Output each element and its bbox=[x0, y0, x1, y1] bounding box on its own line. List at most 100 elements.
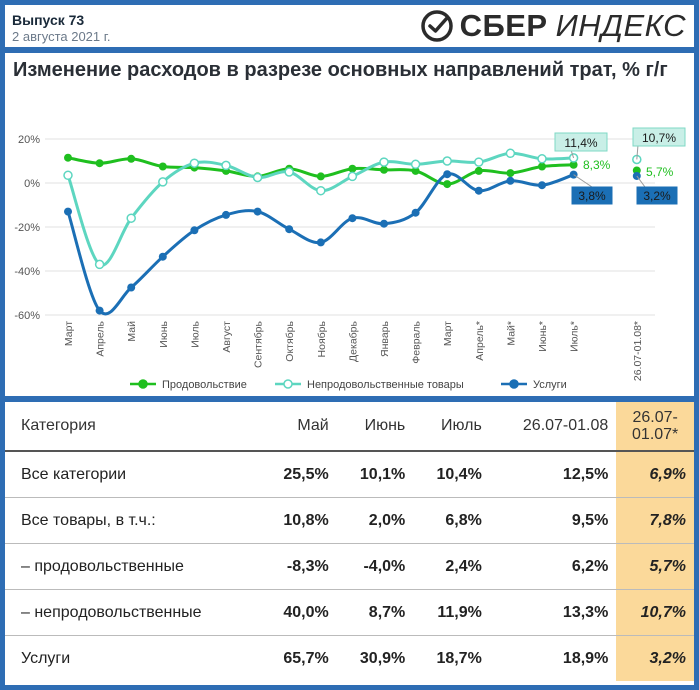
data-point bbox=[348, 214, 357, 223]
header-july: Июль bbox=[413, 402, 490, 452]
legend-label: Непродовольственные товары bbox=[307, 379, 464, 391]
data-point bbox=[474, 186, 483, 195]
data-point bbox=[158, 252, 167, 261]
line-chart: 20% 0% -20% -40% -60% Март Апрель Май Июнь Июль Ав… bbox=[14, 127, 686, 391]
data-point bbox=[538, 181, 546, 190]
data-point bbox=[505, 148, 516, 159]
chart-panel: Изменение расходов в разрезе основных на… bbox=[5, 53, 694, 396]
x-tick-label: Январь bbox=[379, 320, 391, 357]
data-point bbox=[158, 177, 168, 187]
y-tick-label: -20% bbox=[14, 222, 40, 234]
data-point bbox=[443, 170, 452, 179]
chart-title: Изменение расходов в разрезе основных на… bbox=[13, 59, 668, 81]
cell-may: 25,5% bbox=[260, 451, 337, 498]
data-point bbox=[158, 162, 167, 171]
cell-may: -8,3% bbox=[260, 543, 337, 590]
data-point bbox=[95, 159, 104, 168]
data-point bbox=[127, 283, 136, 292]
x-tick-label: Июль* bbox=[569, 321, 581, 352]
x-tick-label: Март bbox=[442, 321, 454, 346]
data-point bbox=[316, 172, 325, 181]
data-point bbox=[222, 210, 230, 219]
data-point bbox=[63, 170, 73, 181]
x-tick-label: Май bbox=[126, 321, 138, 342]
cell-july: 11,9% bbox=[413, 589, 490, 636]
x-tick-label: Июнь bbox=[158, 320, 170, 347]
data-point bbox=[64, 207, 72, 216]
x-tick-label: Октябрь bbox=[284, 320, 296, 361]
data-point bbox=[190, 226, 199, 235]
row-label: – продовольственные bbox=[5, 543, 261, 590]
annotation-connector bbox=[636, 144, 639, 160]
cell-may: 10,8% bbox=[260, 497, 337, 544]
data-point bbox=[252, 172, 263, 183]
cell-june: 8,7% bbox=[336, 589, 414, 636]
data-point bbox=[348, 164, 357, 173]
header-june: Июнь bbox=[336, 402, 414, 452]
legend-marker bbox=[509, 379, 519, 389]
data-point bbox=[253, 207, 262, 216]
data-point bbox=[94, 259, 105, 270]
x-tick-label: Апрель* bbox=[474, 321, 486, 361]
data-table-panel: Категория Май Июнь Июль 26.07-01.08 26.0… bbox=[5, 402, 694, 685]
issue-number: Выпуск 73 bbox=[12, 12, 85, 28]
cell-july: 6,8% bbox=[413, 497, 490, 544]
issue-date: 2 августа 2021 г. bbox=[12, 29, 111, 44]
data-point bbox=[127, 154, 136, 163]
cell-week: 18,9% bbox=[562, 649, 609, 667]
data-point bbox=[285, 225, 294, 234]
legend-marker bbox=[138, 379, 148, 389]
annotation-food-july: 8,3% bbox=[583, 158, 611, 172]
table-row: Все товары, в т.ч.: 10,8% 2,0% 6,8% 9,5%… bbox=[5, 497, 694, 544]
annotation-nonfood-last: 10,7% bbox=[642, 131, 676, 145]
cell-may: 40,0% bbox=[260, 589, 337, 636]
sber-logo: СБЕР ИНДЕКС bbox=[420, 8, 686, 43]
header-week: 26.07-01.08 bbox=[489, 402, 617, 452]
row-label: Услуги bbox=[21, 649, 71, 667]
header-may: Май bbox=[260, 402, 337, 452]
cell-june: 2,0% bbox=[336, 497, 414, 544]
data-point bbox=[442, 156, 452, 166]
x-tick-label: Май* bbox=[505, 321, 517, 346]
cell-week: 12,5% bbox=[489, 451, 617, 498]
data-point bbox=[221, 160, 231, 171]
cell-july: 2,4% bbox=[413, 543, 490, 590]
data-point bbox=[411, 166, 420, 175]
x-tick-label: Март bbox=[63, 321, 75, 346]
cell-week: 9,5% bbox=[489, 497, 617, 544]
y-tick-label: -40% bbox=[14, 266, 40, 278]
data-point bbox=[411, 208, 420, 217]
table-row: Услуги 65,7% 30,9% 18,7% 18,9% 3,2% bbox=[5, 635, 694, 681]
data-point bbox=[569, 160, 578, 169]
cell-july: 10,4% bbox=[413, 451, 490, 498]
cell-june: 10,1% bbox=[336, 451, 414, 498]
row-label: Все категории bbox=[5, 451, 261, 498]
data-point bbox=[126, 213, 136, 223]
logo-index-text: ИНДЕКС bbox=[555, 8, 686, 43]
sber-check-icon bbox=[420, 10, 453, 42]
cell-week-prev: 7,8% bbox=[616, 497, 694, 544]
x-tick-label: Июль bbox=[189, 320, 201, 347]
table-row: – продовольственные -8,3% -4,0% 2,4% 6,2… bbox=[5, 543, 694, 590]
logo-sber-text: СБЕР bbox=[459, 8, 548, 43]
x-tick-label: Ноябрь bbox=[316, 320, 328, 357]
data-point bbox=[474, 157, 484, 167]
data-point bbox=[632, 171, 641, 180]
x-tick-label: 26.07-01.08* bbox=[632, 321, 644, 381]
cell-week-prev: 10,7% bbox=[616, 589, 694, 636]
x-tick-label: Август bbox=[221, 321, 233, 353]
annotation-connector bbox=[636, 175, 646, 188]
header-week-prev: 26.07- 01.07* bbox=[616, 402, 694, 452]
annotation-nonfood-july: 11,4% bbox=[564, 136, 597, 150]
series-line bbox=[66, 151, 574, 267]
data-point bbox=[189, 158, 200, 168]
data-point bbox=[316, 185, 326, 196]
data-point bbox=[95, 306, 104, 315]
row-label: – непродовольственные bbox=[5, 589, 261, 636]
cell-week-prev: 6,9% bbox=[616, 451, 694, 498]
header-bar: Выпуск 73 2 августа 2021 г. СБЕР ИНДЕКС bbox=[5, 5, 694, 47]
x-tick-label: Апрель bbox=[95, 320, 107, 356]
data-point bbox=[380, 219, 388, 228]
legend-label: Продовольствие bbox=[162, 379, 247, 391]
cell-june: 30,9% bbox=[359, 649, 406, 667]
